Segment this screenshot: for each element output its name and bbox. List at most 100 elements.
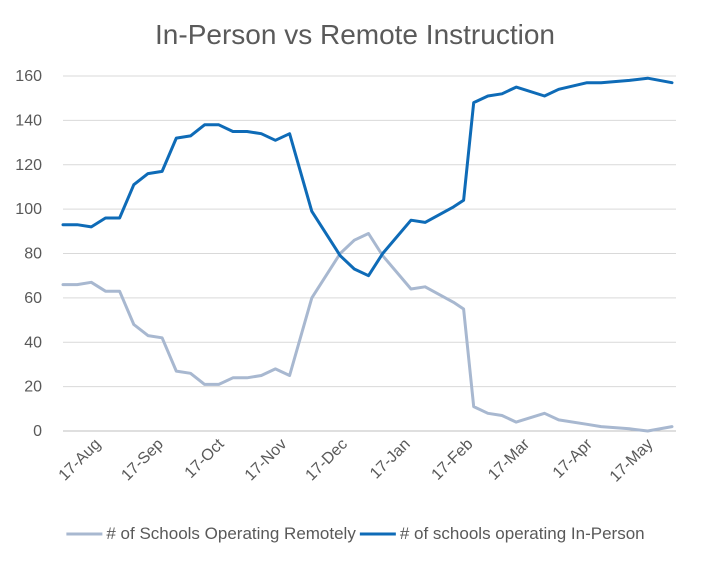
data-point bbox=[339, 254, 341, 257]
data-point bbox=[410, 219, 412, 222]
data-point bbox=[424, 285, 426, 288]
data-point bbox=[76, 223, 78, 226]
data-point bbox=[367, 232, 370, 235]
data-point bbox=[515, 86, 517, 88]
data-point bbox=[311, 297, 313, 299]
data-point bbox=[472, 101, 475, 104]
data-point bbox=[189, 135, 192, 137]
data-point bbox=[452, 301, 455, 304]
data-point bbox=[104, 290, 107, 293]
data-point bbox=[147, 172, 149, 175]
data-point bbox=[353, 239, 356, 241]
y-tick-label: 60 bbox=[24, 290, 42, 307]
data-point bbox=[671, 425, 673, 428]
data-point bbox=[367, 274, 370, 277]
y-tick-label: 160 bbox=[15, 68, 42, 85]
data-point bbox=[557, 88, 560, 91]
x-tick-label: 17-May bbox=[607, 436, 657, 486]
x-tick-label: 17-Mar bbox=[485, 435, 533, 483]
y-tick-label: 40 bbox=[24, 334, 42, 351]
legend-label: # of Schools Operating Remotely bbox=[106, 524, 356, 543]
x-tick-label: 17-Nov bbox=[242, 436, 290, 484]
data-point bbox=[628, 79, 631, 82]
y-tick-label: 140 bbox=[15, 112, 42, 129]
data-point bbox=[586, 423, 588, 426]
data-point bbox=[232, 376, 234, 379]
data-point bbox=[472, 405, 475, 408]
y-axis: 0 20 40 60 80 100 120 140 160 bbox=[15, 68, 42, 440]
data-point bbox=[118, 290, 121, 293]
series-line-0 bbox=[61, 232, 674, 433]
data-point bbox=[189, 372, 192, 375]
data-point bbox=[462, 199, 465, 202]
data-point bbox=[311, 210, 313, 213]
chart-title: In-Person vs Remote Instruction bbox=[155, 19, 555, 50]
data-point bbox=[62, 283, 64, 286]
legend-item-1: # of schools operating In-Person bbox=[359, 524, 645, 543]
data-point bbox=[217, 383, 220, 386]
data-point bbox=[104, 217, 107, 219]
data-point bbox=[288, 132, 291, 135]
data-point bbox=[288, 374, 291, 377]
data-point bbox=[62, 223, 64, 226]
data-point bbox=[133, 323, 135, 326]
y-tick-label: 120 bbox=[15, 157, 42, 174]
data-point bbox=[487, 95, 489, 97]
data-point bbox=[246, 130, 248, 133]
data-point bbox=[600, 81, 602, 84]
data-point bbox=[246, 376, 248, 379]
data-point bbox=[90, 226, 93, 228]
series-lines bbox=[61, 76, 674, 433]
data-point bbox=[646, 77, 649, 80]
data-point bbox=[671, 81, 673, 84]
data-point bbox=[274, 368, 277, 370]
data-point bbox=[147, 334, 149, 337]
data-point bbox=[600, 425, 602, 428]
legend: # of Schools Operating Remotely # of scho… bbox=[66, 524, 645, 543]
legend-item-0: # of Schools Operating Remotely bbox=[66, 524, 356, 543]
data-point bbox=[274, 139, 277, 142]
data-point bbox=[217, 124, 220, 126]
data-point bbox=[175, 137, 178, 139]
data-point bbox=[232, 130, 234, 133]
data-point bbox=[203, 124, 206, 126]
data-point bbox=[515, 421, 517, 423]
y-tick-label: 0 bbox=[33, 423, 42, 440]
data-point bbox=[410, 288, 412, 290]
data-point bbox=[381, 252, 384, 255]
legend-label: # of schools operating In-Person bbox=[400, 524, 645, 543]
data-point bbox=[260, 374, 263, 377]
data-point bbox=[353, 268, 356, 270]
data-point bbox=[424, 221, 426, 224]
data-point bbox=[452, 206, 455, 208]
data-point bbox=[501, 414, 503, 417]
y-tick-label: 20 bbox=[24, 379, 42, 396]
data-point bbox=[646, 430, 649, 432]
data-point bbox=[118, 217, 121, 219]
x-tick-label: 17-Sep bbox=[118, 436, 167, 485]
data-point bbox=[90, 281, 93, 284]
x-tick-label: 17-Aug bbox=[56, 436, 105, 485]
series-line-1 bbox=[61, 76, 674, 278]
data-point bbox=[628, 427, 631, 430]
data-point bbox=[543, 412, 546, 415]
gridlines bbox=[63, 75, 676, 388]
data-point bbox=[557, 419, 560, 421]
x-tick-label: 17-Dec bbox=[303, 436, 351, 484]
data-point bbox=[586, 81, 588, 84]
x-axis: 17-Aug 17-Sep 17-Oct 17-Nov 17-Dec 17-Jan 17-F… bbox=[56, 430, 676, 486]
x-tick-label: 17-Jan bbox=[367, 436, 414, 483]
data-point bbox=[501, 92, 503, 95]
data-point bbox=[161, 170, 163, 173]
data-point bbox=[161, 337, 163, 339]
x-tick-label: 17-Feb bbox=[429, 436, 477, 484]
y-tick-label: 80 bbox=[24, 246, 42, 263]
x-tick-label: 17-Apr bbox=[550, 435, 596, 481]
y-tick-label: 100 bbox=[15, 201, 42, 218]
data-point bbox=[487, 412, 489, 415]
data-point bbox=[543, 95, 546, 97]
x-tick-label: 17-Oct bbox=[182, 435, 228, 481]
data-point bbox=[133, 183, 135, 186]
